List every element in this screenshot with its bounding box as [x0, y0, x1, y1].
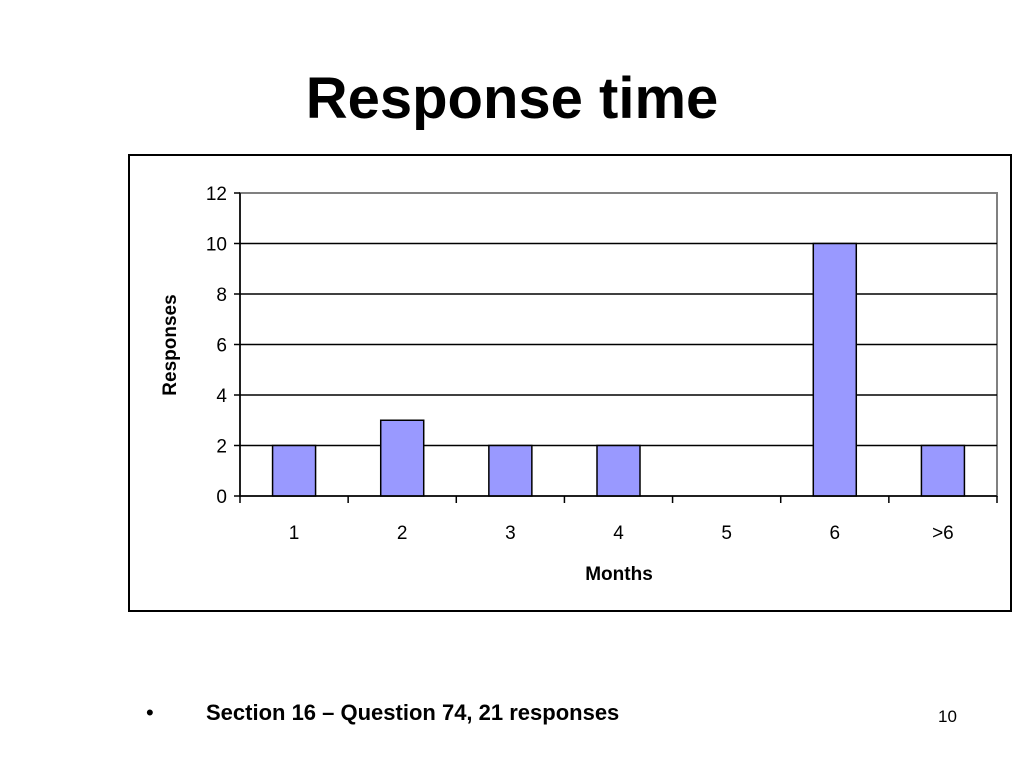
x-tick-label: 3 — [505, 523, 516, 544]
y-tick-label: 2 — [216, 437, 227, 458]
bar — [920, 444, 966, 497]
x-tick-label: 4 — [613, 523, 624, 544]
x-tick-label: 1 — [289, 523, 300, 544]
x-axis-title: Months — [585, 564, 653, 585]
y-tick-label: 6 — [216, 336, 227, 357]
bar — [271, 444, 317, 497]
footer-caption: Section 16 – Question 74, 21 responses — [206, 700, 620, 725]
chart-frame — [128, 154, 1012, 612]
bar — [488, 444, 533, 497]
slide-number: 10 — [938, 707, 957, 726]
bars — [271, 242, 966, 497]
x-tick-label: 6 — [829, 523, 840, 544]
y-tick-label: 10 — [206, 235, 227, 256]
y-tick-label: 0 — [216, 487, 227, 508]
y-tick-label: 8 — [216, 285, 227, 306]
x-tick-label: 5 — [721, 523, 732, 544]
axes — [234, 192, 998, 503]
bar — [379, 419, 425, 497]
bullet-icon: • — [146, 700, 154, 725]
y-tick-label: 4 — [216, 386, 227, 407]
bar — [596, 444, 641, 497]
y-axis-title: Responses — [160, 294, 181, 395]
slide-title: Response time — [305, 66, 719, 131]
y-tick-label: 12 — [206, 184, 227, 205]
bar — [812, 242, 858, 497]
x-tick-label: >6 — [932, 523, 954, 544]
x-tick-label: 2 — [397, 523, 408, 544]
